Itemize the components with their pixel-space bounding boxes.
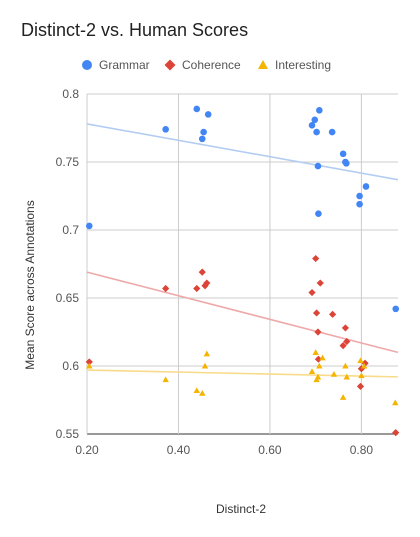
grammar-point: [328, 128, 336, 136]
coherence-point: [312, 309, 321, 317]
interesting-point: [392, 399, 399, 406]
y-tick-label: 0.55: [56, 427, 80, 441]
x-tick-label: 0.60: [258, 443, 282, 457]
grammar-point: [85, 222, 93, 230]
coherence-point: [162, 284, 170, 293]
coherence-point: [312, 254, 320, 263]
grammar-point: [339, 150, 347, 158]
interesting-point: [330, 370, 338, 377]
grammar-point: [316, 107, 323, 114]
grammar-point: [356, 200, 363, 208]
interesting-point: [360, 362, 368, 369]
interesting-point: [199, 390, 206, 396]
y-tick-label: 0.7: [62, 223, 79, 237]
x-axis-ticks: 0.20 0.40 0.60 0.80: [75, 443, 373, 457]
interesting-point: [314, 373, 322, 380]
interesting-point: [339, 394, 347, 400]
interesting-point: [358, 372, 365, 379]
grammar-point: [200, 128, 207, 136]
coherence-point: [357, 365, 366, 373]
interesting-point: [308, 368, 316, 374]
y-axis-ticks: 0.55 0.6 0.65 0.7 0.75 0.8: [56, 87, 80, 441]
coherence-point: [203, 279, 211, 287]
interesting-trendline: [86, 369, 399, 378]
y-tick-label: 0.6: [62, 359, 79, 373]
coherence-point: [361, 359, 369, 367]
grammar-point: [204, 111, 212, 118]
coherence-point: [392, 429, 400, 437]
y-axis-label: Mean Score across Annotations: [23, 200, 37, 369]
y-tick-label: 0.8: [62, 87, 79, 101]
interesting-point: [343, 373, 350, 380]
interesting-point: [86, 362, 93, 369]
interesting-point: [201, 362, 209, 369]
x-axis-label: Distinct-2: [216, 502, 266, 516]
interesting-point: [357, 357, 364, 364]
coherence-point: [201, 282, 209, 290]
legend-grammar-label: Grammar: [99, 58, 150, 72]
coherence-trendline: [86, 271, 399, 354]
legend-coherence-label: Coherence: [182, 58, 241, 72]
grammar-point: [356, 192, 363, 200]
coherence-point: [85, 358, 93, 366]
legend-item-coherence: Coherence: [164, 58, 241, 72]
y-tick-label: 0.75: [56, 155, 80, 169]
coherence-point: [198, 268, 206, 276]
coherence-point: [341, 324, 350, 332]
coherence-point: [316, 279, 324, 287]
legend-item-interesting: Interesting: [258, 58, 331, 72]
grammar-point: [162, 126, 169, 133]
coherence-point: [314, 355, 323, 363]
coherence-point: [356, 382, 365, 390]
interesting-point: [316, 362, 323, 369]
grammar-point: [362, 183, 370, 190]
legend-grammar-marker: [82, 60, 92, 70]
coherence-point: [308, 288, 316, 297]
legend: Grammar Coherence Interesting: [82, 58, 331, 72]
x-tick-label: 0.80: [350, 443, 374, 457]
coherence-point: [328, 310, 337, 318]
x-tick-label: 0.40: [167, 443, 191, 457]
grammar-point: [313, 128, 320, 136]
grid-lines: [86, 93, 398, 435]
interesting-point: [342, 362, 349, 369]
legend-coherence-marker: [164, 59, 176, 71]
grammar-point: [343, 160, 350, 167]
legend-item-grammar: Grammar: [82, 58, 150, 72]
legend-interesting-marker: [258, 60, 268, 69]
grammar-point: [308, 121, 316, 129]
interesting-point: [312, 349, 319, 355]
chart-title: Distinct-2 vs. Human Scores: [21, 20, 249, 40]
grammar-point: [314, 162, 322, 170]
grammar-point: [315, 210, 322, 217]
grammar-point: [198, 135, 206, 143]
interesting-point: [203, 350, 211, 357]
interesting-point: [319, 354, 326, 361]
interesting-point: [193, 387, 200, 394]
x-tick-label: 0.20: [75, 443, 99, 457]
y-tick-label: 0.65: [56, 291, 80, 305]
coherence-point: [314, 328, 322, 336]
interesting-point: [162, 376, 169, 383]
coherence-point: [343, 337, 351, 346]
grammar-point: [311, 116, 319, 124]
data-points: [85, 105, 400, 437]
grammar-point: [193, 105, 201, 113]
grammar-trendline: [86, 123, 399, 181]
coherence-point: [193, 284, 201, 293]
grammar-point: [392, 305, 400, 313]
legend-interesting-label: Interesting: [275, 58, 331, 72]
coherence-point: [339, 342, 347, 350]
